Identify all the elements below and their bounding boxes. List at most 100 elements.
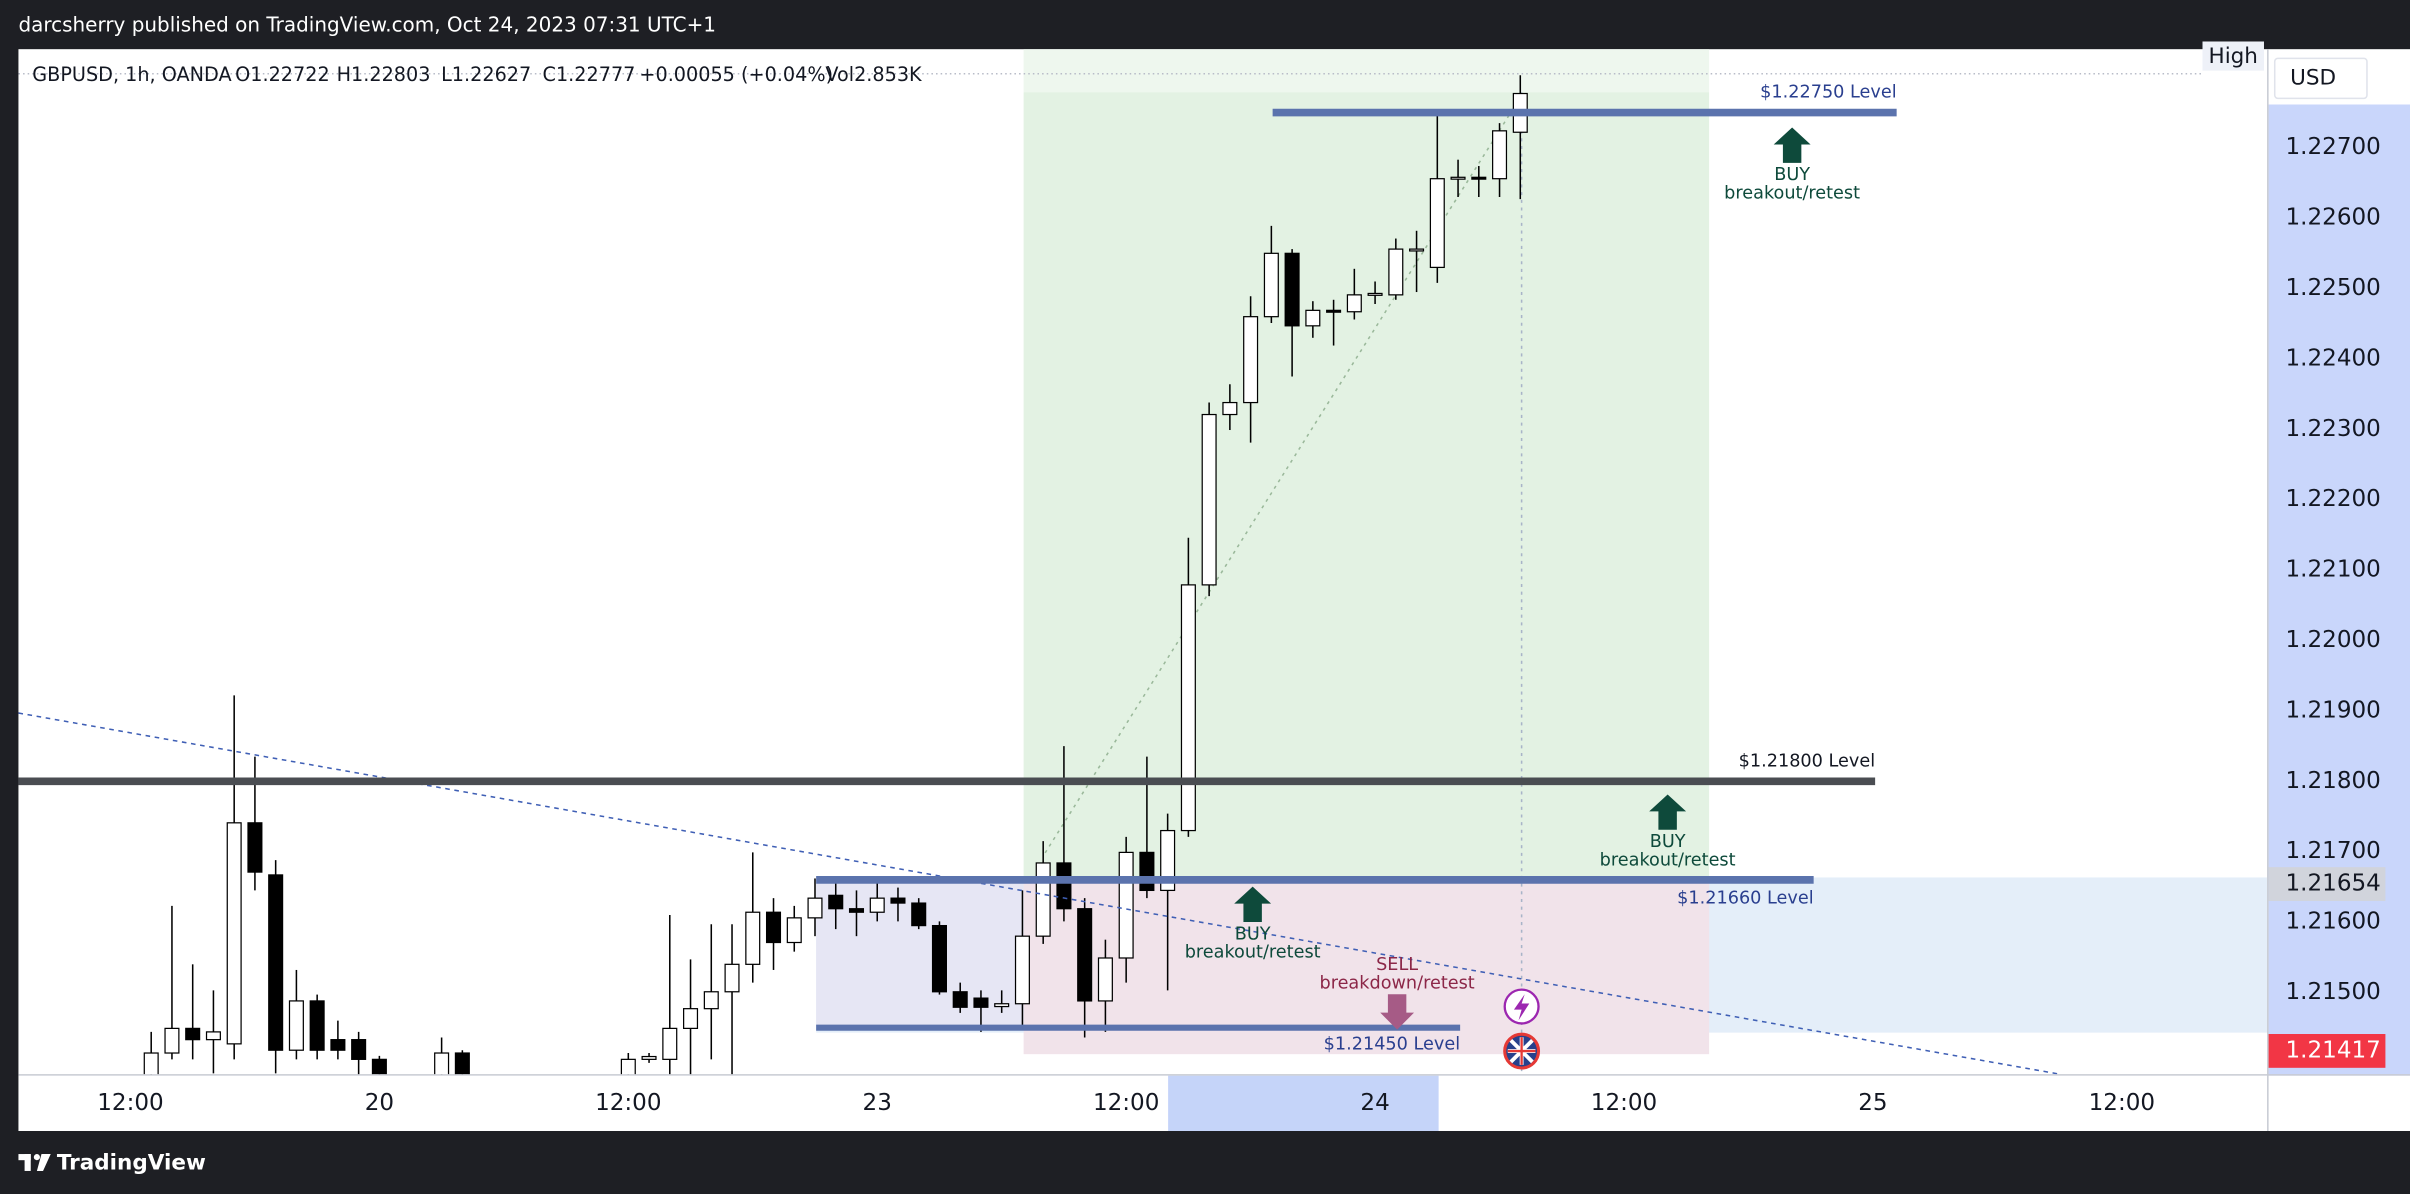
candle-body <box>1305 309 1321 327</box>
legend: GBPUSD, 1h, OANDA O1.22722 H1.22803 L1.2… <box>32 63 922 86</box>
candle-body <box>994 1003 1010 1008</box>
price-marker-label: 1.21654 <box>2286 871 2381 897</box>
legend-open: O1.22722 <box>235 63 330 86</box>
y-tick-label: 1.22700 <box>2286 134 2381 160</box>
candle-body <box>848 908 865 913</box>
candle-body <box>164 1027 180 1054</box>
level-label: $1.22750 Level <box>1760 83 1896 103</box>
candles <box>143 75 1528 1075</box>
candle-body <box>309 1000 325 1051</box>
candle-body <box>1056 862 1072 910</box>
y-tick-label: 1.21500 <box>2286 979 2381 1005</box>
candle-body <box>931 924 947 993</box>
logo-shape <box>33 1154 40 1161</box>
candle-body <box>351 1039 367 1060</box>
candle-body <box>1118 851 1134 959</box>
candle-body <box>973 997 989 1008</box>
candle-body <box>1180 584 1196 832</box>
y-tick-label: 1.21600 <box>2286 909 2381 935</box>
price-marker-box <box>2268 1034 2386 1068</box>
logo-shape <box>24 1154 31 1171</box>
high-label-box <box>2202 41 2264 71</box>
price-marker-box <box>2268 867 2386 901</box>
candle-body <box>1077 908 1093 1002</box>
candle-body <box>703 991 719 1010</box>
candle-body <box>952 991 968 1008</box>
currency-button[interactable] <box>2273 57 2368 100</box>
candle-body <box>1139 851 1155 892</box>
candle-body <box>288 1000 304 1051</box>
candle-body <box>268 874 284 1051</box>
candle-body <box>247 822 263 873</box>
sell-arrow <box>1380 994 1415 1030</box>
candle-body <box>143 1052 159 1075</box>
candle-body <box>765 911 782 944</box>
y-tick-label: 1.22500 <box>2286 275 2381 301</box>
candle-body <box>454 1052 470 1075</box>
candle-body <box>1450 176 1466 180</box>
candle-body <box>1429 178 1445 269</box>
currency-label: USD <box>2290 65 2336 90</box>
legend-low: L1.22627 <box>441 63 531 86</box>
level-label: $1.21450 Level <box>1324 1035 1460 1055</box>
y-tick-label: 1.22600 <box>2286 205 2381 231</box>
legend-change: +0.00055 (+0.04%) <box>639 63 833 86</box>
published-line: darcsherry published on TradingView.com,… <box>18 13 716 37</box>
annotation-title: SELL <box>1376 955 1418 975</box>
candle-body <box>662 1027 678 1060</box>
y-tick-label: 1.22400 <box>2286 345 2381 371</box>
candle-body <box>1409 248 1425 252</box>
x-tick-label: 20 <box>365 1090 394 1116</box>
candle-body <box>1035 862 1051 937</box>
annotation-title: BUY <box>1235 924 1271 944</box>
legend-high: H1.22803 <box>337 63 431 86</box>
candle-body <box>1222 401 1238 416</box>
candle-body <box>1367 292 1383 296</box>
candle-body <box>1326 309 1342 313</box>
axes: 1.21500 1.21600 1.21700 1.21800 1.21900 1.220… <box>97 134 2386 1116</box>
event-icon-bolt <box>1513 994 1530 1021</box>
candle-body <box>1014 935 1030 1005</box>
x-tick-label: 12:00 <box>97 1090 163 1116</box>
candle-body <box>1388 248 1404 296</box>
candle-body <box>890 897 906 904</box>
candle-body <box>1097 957 1113 1002</box>
annotation-subtitle: breakout/retest <box>1600 851 1736 871</box>
high-label: High <box>2209 44 2258 69</box>
target-zone-top <box>1023 49 1710 93</box>
y-tick-label: 1.22000 <box>2286 627 2381 653</box>
trend-line <box>18 712 2060 1075</box>
annotation-subtitle: breakdown/retest <box>1320 973 1475 993</box>
candle-body <box>869 897 885 913</box>
candle-body <box>807 897 823 919</box>
annotation-subtitle: breakout/retest <box>1724 184 1860 204</box>
candle-body <box>226 822 242 1045</box>
x-tick-label: 12:00 <box>1591 1090 1657 1116</box>
candle-body <box>1160 829 1176 892</box>
candle-body <box>1471 176 1487 180</box>
candle-body <box>620 1058 636 1075</box>
level-label: $1.21800 Level <box>1739 751 1875 771</box>
overlays: $1.22750 Level $1.21800 Level $1.21660 Lev… <box>18 83 2060 1075</box>
annotation-title: BUY <box>1774 165 1810 185</box>
y-tick-label: 1.22100 <box>2286 557 2381 583</box>
y-tick-label: 1.21700 <box>2286 838 2381 864</box>
legend-symbol: GBPUSD, 1h, OANDA <box>32 63 231 86</box>
legend-close: C1.22777 <box>543 63 636 86</box>
buy-arrow <box>1649 794 1687 830</box>
candle-body <box>724 963 740 993</box>
level-label: $1.21660 Level <box>1677 888 1813 908</box>
candle-body <box>330 1039 346 1051</box>
logo-shape <box>36 1154 51 1171</box>
candle-body <box>205 1031 221 1041</box>
candle-body <box>683 1008 699 1029</box>
brand-name: TradingView <box>57 1150 206 1175</box>
x-tick-label: 24 <box>1360 1090 1389 1116</box>
candle-body <box>828 894 844 910</box>
target-zone <box>1023 92 1710 881</box>
y-tick-label: 1.22300 <box>2286 416 2381 442</box>
candle-body <box>1284 252 1300 327</box>
legend-volume: Vol2.853K <box>825 63 922 86</box>
